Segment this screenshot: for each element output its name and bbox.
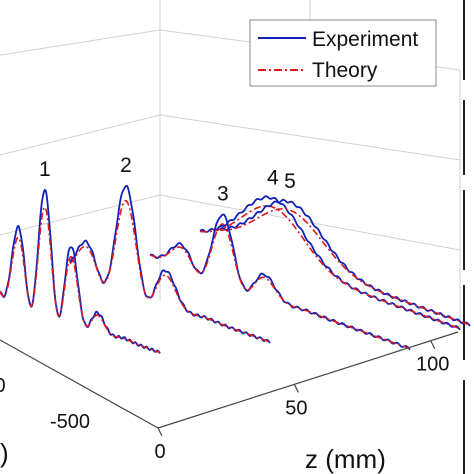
z-tick-mark [430,340,436,349]
legend-label-experiment: Experiment [312,28,418,51]
theory-trace-4 [199,205,461,330]
trace-label-3: 3 [217,183,229,206]
z-axis-line [157,331,459,429]
grid-line [0,29,161,56]
z-tick-label: 50 [285,397,307,419]
experiment-trace-4 [199,195,461,331]
grid-line [159,114,461,161]
axes [0,331,459,429]
z-tick-mark [293,384,299,393]
experiment-trace-5 [219,198,471,327]
z-tick-label: 0 [154,441,165,463]
legend: Experiment Theory [249,19,437,87]
legend-box [249,19,437,87]
z-tick-mark [157,427,163,437]
trace-label-2: 2 [120,154,132,177]
legend-label-theory: Theory [312,59,378,82]
grid-line [159,194,461,251]
trace-label-5: 5 [284,170,296,193]
experiment-trace-3 [149,213,411,351]
grid-line [0,194,161,236]
grid-line [0,114,161,156]
z-tick-label: 100 [416,354,449,376]
x-axis-label: ) [0,438,9,468]
x-axis-line [0,339,159,429]
axis-ticks: 0 50 100 -500 0 [0,340,449,463]
trace-label-4: 4 [267,166,279,189]
trace-label-1: 1 [39,158,51,181]
plot-traces: 1 2 3 4 5 [0,154,471,354]
theory-trace-5 [220,208,471,326]
theory-trace-3 [149,223,411,350]
theory-trace-2 [69,199,271,343]
x-tick-label: 0 [0,375,6,397]
x-tick-label: -500 [50,411,90,433]
z-axis-label: z (mm) [305,444,386,474]
theory-trace-1 [0,205,161,354]
